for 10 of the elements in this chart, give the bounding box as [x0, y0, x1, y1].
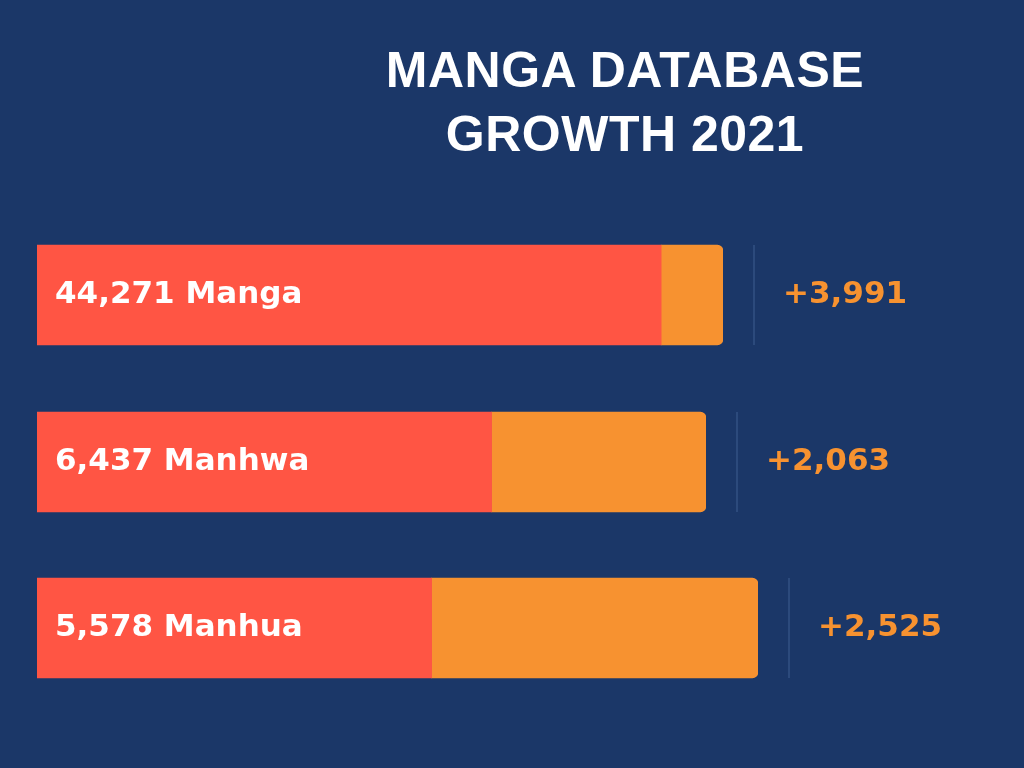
total-label: 6,437	[55, 440, 154, 477]
chart-title: MANGA DATABASE GROWTH 2021	[384, 41, 866, 164]
data-label: +3,991	[783, 274, 908, 311]
total-label: 5,578	[55, 607, 154, 644]
y-tick-label: Manga	[185, 274, 303, 311]
total-label: 44,271	[55, 274, 175, 311]
data-label: +2,063	[766, 440, 891, 477]
y-tick-label: Manhua	[163, 607, 303, 644]
data-label: +2,525	[818, 607, 943, 644]
y-tick-label: Manhwa	[163, 440, 310, 477]
